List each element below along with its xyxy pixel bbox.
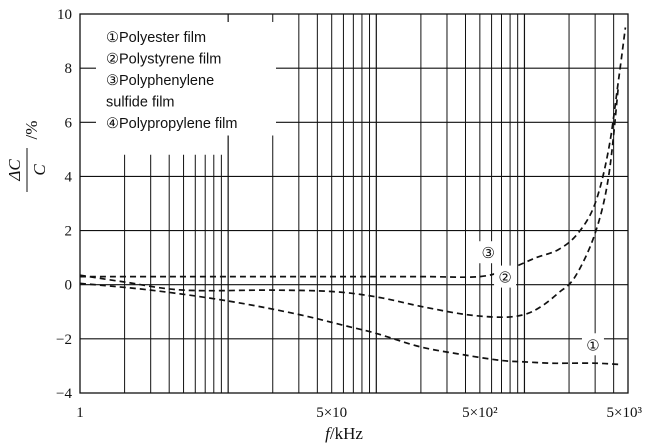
y-axis-numerator: ΔC [5,159,24,182]
y-tick-label: 2 [65,224,73,240]
x-axis-unit: /kHz [330,424,364,443]
x-tick-label: 5×10³ [607,405,643,421]
y-tick-label: −2 [56,332,72,348]
y-tick-label: 0 [65,278,73,294]
y-tick-label: 4 [65,169,73,185]
y-axis-denominator: C [30,164,49,176]
y-tick-label: 8 [65,61,73,77]
x-tick-label: 5×10 [316,405,347,421]
y-axis-label: ΔC C /% [5,121,49,192]
x-tick-label: 5×10² [462,405,498,421]
y-tick-label: −4 [56,386,72,402]
series-markers: ① ②③ [477,241,604,356]
series-marker-3: ③ [482,245,495,262]
axis-ticks: −4 −2 0 2 4 6 8 10 1 5×10 5×10² 5×10³ [56,7,642,421]
legend-entry: ③Polyphenylene [106,73,214,89]
series-marker-bg [581,333,604,356]
series-marker-2: ② [498,270,511,287]
series-line-1 [79,282,622,366]
legend-entry: ②Polystyrene film [106,52,221,68]
legend-entry: ④Polypropylene film [106,116,237,132]
plot-frame [79,13,629,394]
series-marker-bg [477,241,500,264]
x-tick-label: 1 [76,405,84,421]
series-line-2 [79,87,620,319]
x-axis-var: f [325,424,332,443]
y-tick-label: 6 [65,115,73,131]
series-marker-bg [494,265,517,288]
legend-background [96,22,276,136]
series-marker-1: ① [586,337,599,354]
y-tick-label: 10 [57,7,72,23]
legend-entry: sulfide film [106,95,175,111]
y-axis-unit: /% [22,121,41,140]
x-axis-label: f/kHz [325,424,363,443]
legend: ①Polyester film ②Polystyrene film ③Polyphe… [96,22,276,136]
legend-entry: ①Polyester film [106,30,206,46]
